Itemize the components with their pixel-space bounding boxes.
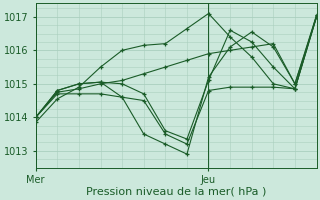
X-axis label: Pression niveau de la mer( hPa ): Pression niveau de la mer( hPa ): [86, 187, 266, 197]
